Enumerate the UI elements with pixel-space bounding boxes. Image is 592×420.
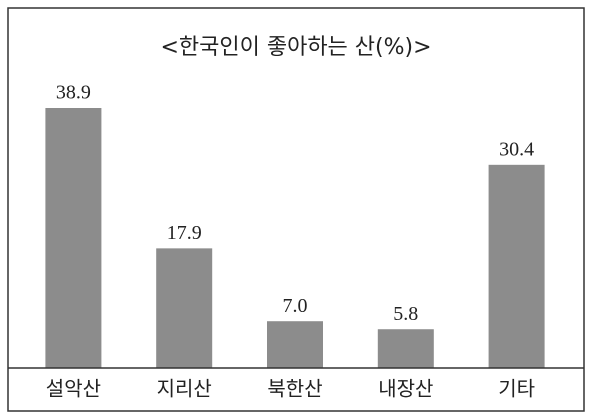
bar (267, 321, 323, 368)
value-label: 7.0 (283, 295, 308, 317)
x-tick-label: 설악산 (46, 377, 101, 401)
value-label: 30.4 (499, 138, 534, 160)
bar (377, 329, 434, 368)
x-tick-label: 지리산 (157, 377, 212, 401)
x-tick-label: 북한산 (267, 377, 322, 401)
x-tick-label: 내장산 (378, 377, 433, 401)
value-label: 5.8 (393, 303, 418, 325)
bar (156, 248, 213, 368)
value-label: 17.9 (167, 222, 202, 244)
value-label: 38.9 (56, 82, 91, 104)
bar (488, 164, 545, 368)
chart-title: <한국인이 좋아하는 산(%)> (160, 35, 431, 60)
bar (45, 108, 102, 368)
x-tick-label: 기타 (498, 377, 535, 401)
